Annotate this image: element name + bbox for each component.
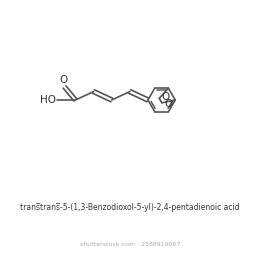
Text: HO: HO [40,95,56,105]
Text: shutterstock.com · 2588919067: shutterstock.com · 2588919067 [80,242,180,247]
Text: O: O [161,92,170,102]
Text: O: O [59,75,67,85]
Text: O: O [164,99,172,109]
Text: trans̅trans̅-5-(1,3-Benzodioxol-5-yl)-2,4-pentadienoic acid: trans̅trans̅-5-(1,3-Benzodioxol-5-yl)-2,… [20,203,240,212]
